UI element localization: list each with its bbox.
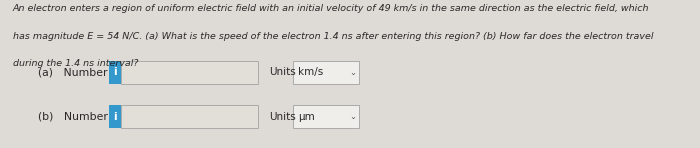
Text: (a)   Number: (a) Number <box>38 67 108 77</box>
Text: Units: Units <box>270 112 296 122</box>
Text: ⌄: ⌄ <box>349 68 356 77</box>
Text: km/s: km/s <box>298 67 323 77</box>
FancyBboxPatch shape <box>293 61 359 84</box>
FancyBboxPatch shape <box>121 61 258 84</box>
Text: μm: μm <box>298 112 315 122</box>
Text: (b)   Number: (b) Number <box>38 112 108 122</box>
FancyBboxPatch shape <box>108 61 121 84</box>
FancyBboxPatch shape <box>108 105 121 128</box>
FancyBboxPatch shape <box>293 105 359 128</box>
Text: during the 1.4 ns interval?: during the 1.4 ns interval? <box>13 59 138 68</box>
FancyBboxPatch shape <box>121 105 258 128</box>
Text: Units: Units <box>270 67 296 77</box>
Text: An electron enters a region of uniform electric field with an initial velocity o: An electron enters a region of uniform e… <box>13 4 649 13</box>
Text: i: i <box>113 112 117 122</box>
Text: has magnitude E = 54 N/C. (a) What is the speed of the electron 1.4 ns after ent: has magnitude E = 54 N/C. (a) What is th… <box>13 32 653 41</box>
Text: i: i <box>113 67 117 77</box>
Text: ⌄: ⌄ <box>349 112 356 121</box>
